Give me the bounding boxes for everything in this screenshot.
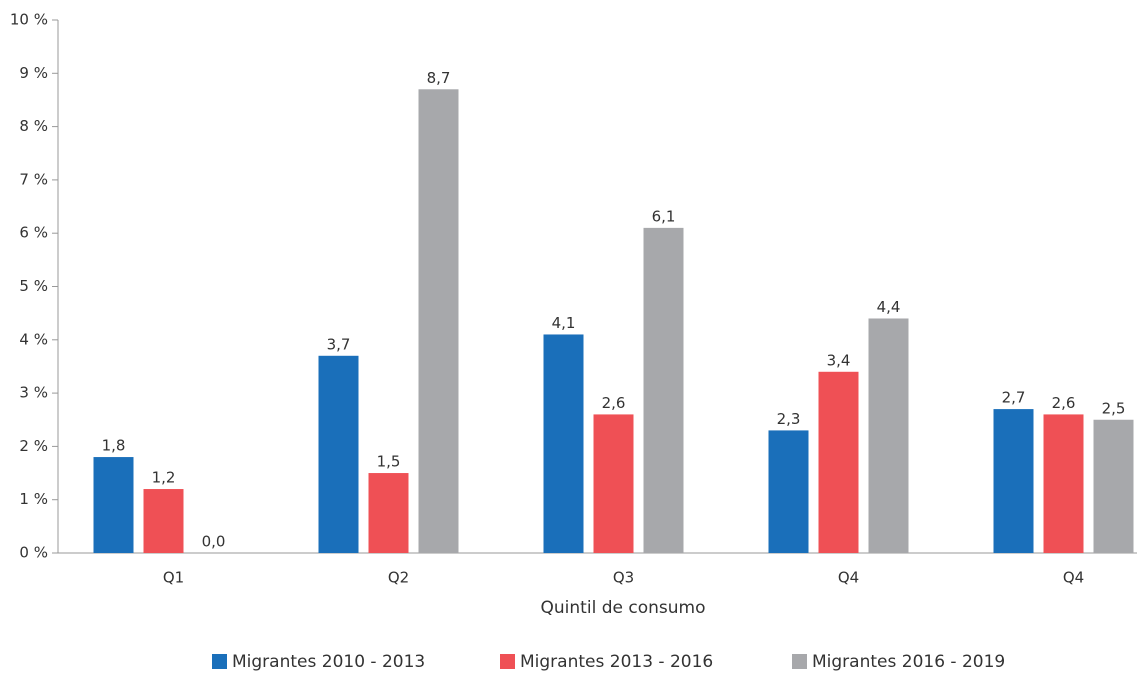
x-tick-label: Q2: [388, 569, 409, 587]
data-label: 1,5: [377, 453, 401, 471]
data-label: 3,7: [327, 335, 351, 353]
x-tick-label: Q4: [838, 569, 859, 587]
bar: [418, 89, 459, 553]
x-tick-label: Q3: [613, 569, 634, 587]
legend-label: Migrantes 2016 - 2019: [812, 652, 1005, 672]
y-tick-label: 4 %: [19, 330, 48, 348]
x-axis-title: Quintil de consumo: [541, 598, 706, 618]
bar: [368, 473, 409, 553]
y-tick-label: 3 %: [19, 384, 48, 402]
bar: [93, 457, 134, 553]
data-label: 0,0: [202, 533, 226, 551]
legend-swatch: [792, 654, 807, 669]
legend-swatch: [212, 654, 227, 669]
bar: [318, 355, 359, 553]
data-label: 3,4: [827, 351, 851, 369]
data-label: 4,1: [552, 314, 576, 332]
y-tick-label: 1 %: [19, 490, 48, 508]
bar: [868, 318, 909, 553]
bar: [643, 227, 684, 553]
data-label: 4,4: [877, 298, 901, 316]
y-tick-label: 10 %: [10, 11, 48, 29]
data-label: 2,5: [1102, 399, 1126, 417]
bar: [768, 430, 809, 553]
data-label: 2,6: [1052, 394, 1076, 412]
bar: [818, 371, 859, 553]
data-label: 2,3: [777, 410, 801, 428]
bar: [1043, 414, 1084, 553]
data-label: 1,8: [102, 437, 126, 455]
data-label: 8,7: [427, 69, 451, 87]
bar: [993, 409, 1034, 553]
x-tick-label: Q4: [1063, 569, 1084, 587]
data-label: 1,2: [152, 469, 176, 487]
legend-swatch: [500, 654, 515, 669]
y-tick-label: 7 %: [19, 170, 48, 188]
y-tick-label: 0 %: [19, 544, 48, 562]
x-tick-label: Q1: [163, 569, 184, 587]
bar: [593, 414, 634, 553]
y-tick-label: 8 %: [19, 117, 48, 135]
data-label: 2,6: [602, 394, 626, 412]
y-tick-label: 9 %: [19, 64, 48, 82]
data-label: 2,7: [1002, 389, 1026, 407]
y-tick-label: 6 %: [19, 224, 48, 242]
y-tick-label: 2 %: [19, 437, 48, 455]
bar: [1093, 419, 1134, 553]
legend-label: Migrantes 2013 - 2016: [520, 652, 713, 672]
data-label: 6,1: [652, 207, 676, 225]
bar: [143, 489, 184, 553]
bar: [543, 334, 584, 553]
legend-label: Migrantes 2010 - 2013: [232, 652, 425, 672]
y-tick-label: 5 %: [19, 277, 48, 295]
